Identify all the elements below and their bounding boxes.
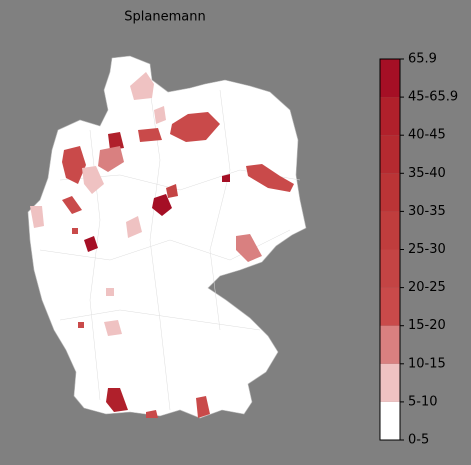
colorbar-label: 35-40 <box>408 166 446 181</box>
germany-map <box>27 55 307 419</box>
colorbar-segment <box>380 135 400 174</box>
region <box>106 288 114 296</box>
region <box>170 112 220 142</box>
colorbar-label: 45-65.9 <box>408 90 458 105</box>
colorbar-segment <box>380 59 400 98</box>
region <box>30 206 44 228</box>
region <box>106 388 128 412</box>
colorbar-segment <box>380 401 400 440</box>
colorbar-label: 65.9 <box>408 52 437 67</box>
colorbar-label: 10-15 <box>408 356 446 371</box>
map-title: Splanemann <box>124 10 205 25</box>
region-border <box>59 309 261 331</box>
colorbar-segment <box>380 97 400 136</box>
region <box>72 228 78 234</box>
region <box>222 174 230 182</box>
region <box>138 128 162 142</box>
colorbar-segment <box>380 325 400 364</box>
region <box>98 146 124 172</box>
colorbar-label: 5-10 <box>408 394 438 409</box>
region <box>246 164 294 192</box>
colorbar-segment <box>380 287 400 326</box>
region-border <box>209 89 231 331</box>
region <box>130 72 154 100</box>
region <box>62 196 82 214</box>
region <box>126 216 142 238</box>
colorbar-label: 25-30 <box>408 242 446 257</box>
region <box>196 396 210 418</box>
region <box>62 146 86 184</box>
colorbar-segment <box>380 211 400 250</box>
colorbar-segment <box>380 173 400 212</box>
region <box>236 234 262 262</box>
region <box>154 106 166 124</box>
colorbar-label: 0-5 <box>408 433 429 448</box>
colorbar: 0-5 5-10 10-15 15-20 20-25 25-30 30-35 35-40 40-… <box>379 52 458 448</box>
colorbar-label: 20-25 <box>408 280 446 295</box>
colorbar-label: 30-35 <box>408 204 446 219</box>
colorbar-label: 40-45 <box>408 128 446 143</box>
region <box>104 320 122 336</box>
colorbar-segment <box>380 249 400 288</box>
region <box>108 132 124 150</box>
colorbar-segment <box>380 363 400 402</box>
region <box>82 166 104 194</box>
region <box>78 322 84 328</box>
colorbar-label: 15-20 <box>408 318 446 333</box>
region <box>166 184 178 198</box>
region <box>152 194 172 216</box>
region <box>84 236 98 252</box>
country-outline <box>27 55 307 419</box>
region <box>146 410 158 418</box>
